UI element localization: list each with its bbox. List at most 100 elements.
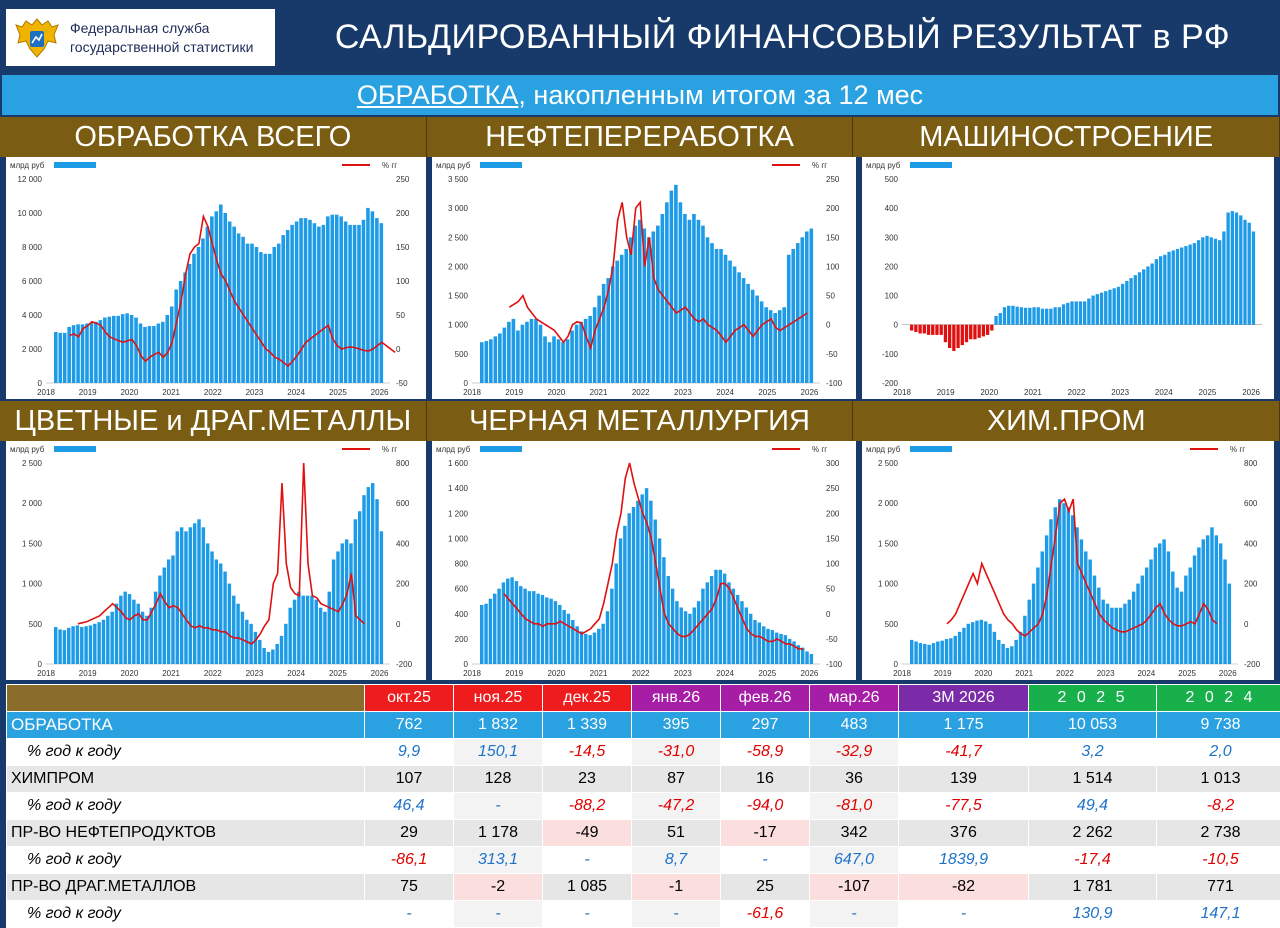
bar	[1079, 301, 1082, 324]
bar	[1024, 308, 1027, 325]
bar	[1219, 543, 1222, 664]
bar	[192, 254, 196, 383]
page-title: САЛЬДИРОВАННЫЙ ФИНАНСОВЫЙ РЕЗУЛЬТАТ в РФ	[285, 0, 1280, 74]
bar	[259, 252, 263, 383]
bar	[683, 214, 687, 383]
y2-tick-label: 250	[826, 484, 840, 493]
bar	[994, 316, 997, 325]
legend-bar-swatch	[54, 162, 96, 168]
bar	[755, 296, 759, 383]
x-tick-label: 2026	[801, 669, 819, 678]
bar	[541, 595, 544, 664]
right-unit-label: % гг	[812, 445, 827, 454]
bar	[936, 641, 939, 664]
bar	[580, 631, 583, 664]
x-tick-label: 2026	[1242, 388, 1260, 397]
bar	[801, 648, 804, 664]
chart-title-1: НЕФТЕПЕРЕРАБОТКА	[427, 117, 854, 157]
bar	[1129, 278, 1132, 325]
left-unit-label: млрд руб	[436, 161, 471, 170]
left-unit-label: млрд руб	[436, 445, 471, 454]
chart-legend: млрд руб% гг	[10, 161, 397, 170]
bar	[123, 592, 126, 664]
x-tick-label: 2023	[246, 388, 264, 397]
bar	[967, 624, 970, 664]
bar	[317, 227, 321, 383]
y2-tick-label: -50	[396, 379, 408, 388]
bar	[99, 320, 103, 383]
bar	[1243, 220, 1246, 325]
bar	[358, 511, 361, 664]
bar	[201, 239, 205, 384]
bar	[85, 324, 89, 384]
bar	[326, 216, 330, 383]
right-unit-label: % гг	[1230, 445, 1245, 454]
y-tick-label: 100	[885, 292, 899, 301]
bar	[1176, 249, 1179, 325]
bar	[1119, 608, 1122, 664]
bar	[800, 237, 804, 383]
bar	[89, 625, 92, 664]
y-tick-label: 1 000	[448, 321, 469, 330]
bar	[94, 322, 98, 383]
x-tick-label: 2025	[758, 388, 776, 397]
bar	[1075, 301, 1078, 324]
x-tick-label: 2022	[632, 388, 650, 397]
y-tick-label: 1 500	[878, 539, 899, 548]
row-label: % год к году	[7, 901, 365, 928]
bar	[665, 202, 669, 383]
x-tick-label: 2024	[716, 669, 734, 678]
subtitle: ОБРАБОТКА, накопленным итогом за 12 мес	[2, 75, 1278, 115]
bar	[515, 581, 518, 664]
y2-tick-label: 400	[396, 539, 410, 548]
bar	[1100, 293, 1103, 325]
bar	[1003, 307, 1006, 324]
bar	[1239, 215, 1242, 324]
bar	[485, 341, 489, 383]
table-cell: 1 175	[899, 712, 1029, 739]
bar	[480, 605, 483, 664]
bar	[275, 644, 278, 664]
bar	[701, 226, 705, 383]
bar	[588, 635, 591, 664]
bar	[299, 218, 303, 383]
bar	[1083, 301, 1086, 324]
y-tick-label: 2 500	[878, 459, 899, 468]
bar	[796, 243, 800, 383]
y2-tick-label: 0	[826, 321, 831, 330]
legend-bar-swatch	[910, 162, 952, 168]
bar	[1011, 306, 1014, 325]
chart-title-2: МАШИНОСТРОЕНИЕ	[853, 117, 1280, 157]
header-month: мар.26	[810, 685, 899, 712]
bar	[593, 307, 597, 383]
table-cell: 1 085	[543, 874, 632, 901]
bar	[1223, 559, 1226, 664]
bar	[997, 640, 1000, 664]
x-tick-label: 2019	[79, 388, 97, 397]
header-blank-cell	[7, 685, 365, 712]
summary-table: окт.25 ноя.25 дек.25 янв.26 фев.26 мар.2…	[6, 684, 1280, 928]
bar	[335, 215, 339, 383]
bar	[202, 527, 205, 664]
bar	[1117, 287, 1120, 325]
bar	[1104, 291, 1107, 325]
bar	[197, 247, 201, 383]
table-cell: 1 178	[454, 820, 543, 847]
table-cell: 150,1	[454, 739, 543, 766]
bar	[710, 576, 713, 664]
header-month: ноя.25	[454, 685, 543, 712]
subtitle-rest: , накопленным итогом за 12 мес	[518, 80, 923, 111]
bar	[918, 325, 921, 334]
bar	[1128, 600, 1131, 664]
y-tick-label: 600	[455, 585, 469, 594]
bar	[649, 501, 652, 664]
y-tick-label: 800	[455, 560, 469, 569]
table-cell: -17	[721, 820, 810, 847]
x-tick-label: 2025	[758, 669, 776, 678]
x-tick-label: 2019	[79, 669, 97, 678]
bar	[97, 622, 100, 664]
bar	[740, 601, 743, 664]
